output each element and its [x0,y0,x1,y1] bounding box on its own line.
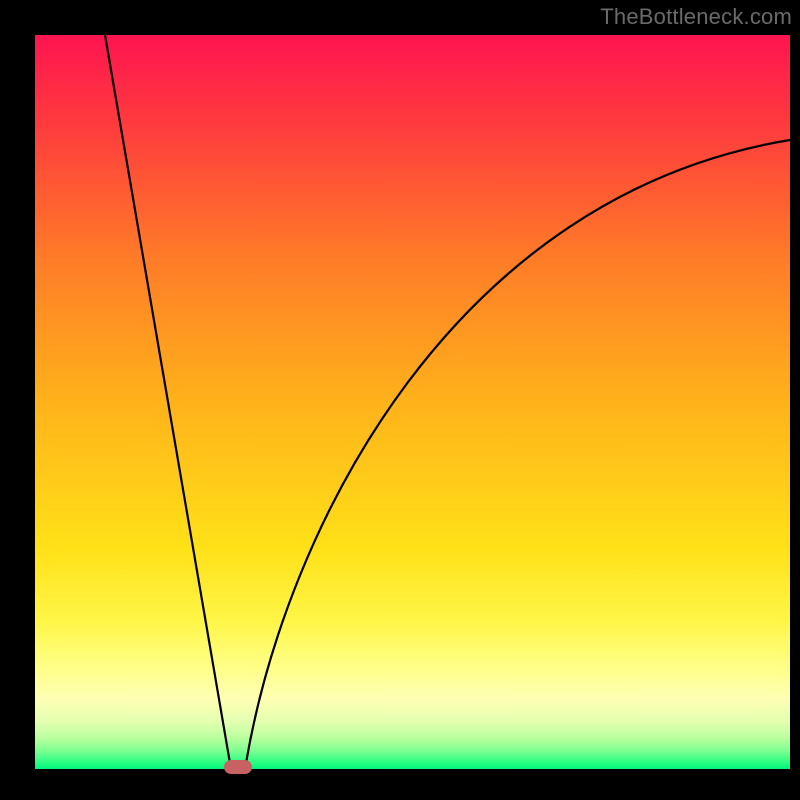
chart-container: TheBottleneck.com [0,0,800,800]
optimal-point-marker [224,760,252,774]
plot-area [35,35,790,769]
watermark-text: TheBottleneck.com [600,4,792,30]
bottleneck-curve [35,35,790,769]
